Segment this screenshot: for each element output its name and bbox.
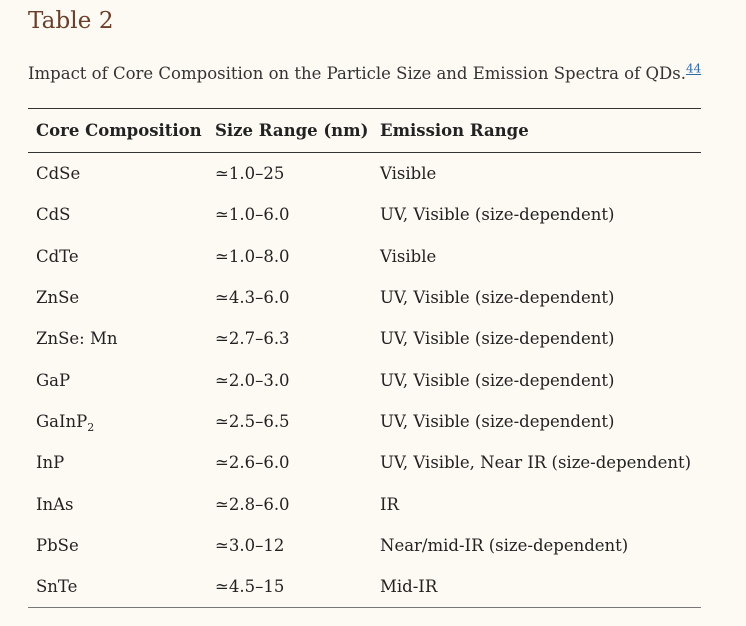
table-row: GaP ≃2.0–3.0 UV, Visible (size-dependent) [28, 359, 701, 400]
table-row: GaInP2 ≃2.5–6.5 UV, Visible (size-dependen… [28, 401, 701, 442]
table-body: CdSe ≃1.0–25 Visible CdS ≃1.0–6.0 UV, Visible… [28, 153, 701, 608]
table-row: InP ≃2.6–6.0 UV, Visible, Near IR (size-de… [28, 442, 701, 483]
table-row: PbSe ≃3.0–12 Near/mid-IR (size-dependent) [28, 525, 701, 566]
header-core-composition: Core Composition [36, 121, 202, 140]
cell-core-composition: GaP [28, 359, 207, 400]
cell-core-composition: CdS [28, 194, 207, 235]
cell-size-range: ≃1.0–8.0 [215, 246, 290, 266]
cell-size-range: ≃1.0–25 [215, 164, 285, 184]
core-name: SnTe [36, 577, 78, 597]
table-row: InAs ≃2.8–6.0 IR [28, 483, 701, 524]
cell-core-composition: CdSe [28, 153, 207, 195]
cell-core-composition: PbSe [28, 525, 207, 566]
cell-size-range: ≃2.0–3.0 [215, 370, 290, 390]
cell-emission-range: UV, Visible, Near IR (size-dependent) [380, 453, 692, 473]
data-table: Core Composition Size Range (nm) Emissio… [28, 108, 701, 608]
table-row: ZnSe: Mn ≃2.7–6.3 UV, Visible (size-depend… [28, 318, 701, 359]
table-caption: Impact of Core Composition on the Partic… [28, 61, 702, 84]
core-subscript: 2 [87, 420, 95, 434]
cell-size-range: ≃4.5–15 [215, 577, 285, 597]
caption-text: Impact of Core Composition on the Partic… [28, 64, 686, 83]
cell-size-range: ≃2.6–6.0 [215, 453, 290, 473]
cell-core-composition: ZnSe: Mn [28, 318, 207, 359]
header-row: Core Composition Size Range (nm) Emissio… [28, 108, 701, 153]
cell-size-range: ≃2.7–6.3 [215, 329, 290, 349]
cell-size-range: ≃3.0–12 [215, 535, 285, 555]
cell-emission-range: Visible [380, 246, 437, 266]
table-row: CdSe ≃1.0–25 Visible [28, 153, 701, 195]
cell-size-range: ≃1.0–6.0 [215, 205, 290, 225]
cell-emission-range: Mid-IR [380, 577, 438, 597]
reference-link[interactable]: 44 [685, 61, 702, 76]
cell-emission-range: Near/mid-IR (size-dependent) [380, 535, 629, 555]
table-label: Table 2 [28, 8, 114, 34]
header-emission-range: Emission Range [380, 121, 529, 140]
cell-emission-range: UV, Visible (size-dependent) [380, 370, 615, 390]
cell-emission-range: Visible [380, 164, 437, 184]
table-row: CdS ≃1.0–6.0 UV, Visible (size-dependent) [28, 194, 701, 235]
core-name: GaInP [36, 411, 88, 431]
core-name: PbSe [36, 535, 79, 555]
cell-emission-range: UV, Visible (size-dependent) [380, 329, 615, 349]
table-row: SnTe ≃4.5–15 Mid-IR [28, 566, 701, 608]
cell-core-composition: InAs [28, 483, 207, 524]
core-name: GaP [36, 370, 71, 390]
cell-emission-range: UV, Visible (size-dependent) [380, 205, 615, 225]
header-size-range: Size Range (nm) [215, 121, 369, 140]
table-row: CdTe ≃1.0–8.0 Visible [28, 236, 701, 277]
cell-core-composition: GaInP2 [28, 401, 207, 442]
cell-emission-range: UV, Visible (size-dependent) [380, 411, 615, 431]
cell-emission-range: UV, Visible (size-dependent) [380, 288, 615, 308]
cell-emission-range: IR [380, 494, 399, 514]
core-name: CdTe [36, 246, 79, 266]
table-row: ZnSe ≃4.3–6.0 UV, Visible (size-dependent) [28, 277, 701, 318]
cell-size-range: ≃4.3–6.0 [215, 288, 290, 308]
cell-core-composition: ZnSe [28, 277, 207, 318]
cell-size-range: ≃2.5–6.5 [215, 411, 290, 431]
core-name: ZnSe [36, 288, 80, 308]
core-name: InAs [36, 494, 74, 514]
cell-core-composition: SnTe [28, 566, 207, 608]
cell-size-range: ≃2.8–6.0 [215, 494, 290, 514]
core-name: CdS [36, 205, 71, 225]
core-name: CdSe [36, 164, 81, 184]
cell-core-composition: InP [28, 442, 207, 483]
core-name: ZnSe: Mn [36, 329, 118, 349]
cell-core-composition: CdTe [28, 236, 207, 277]
core-name: InP [36, 453, 65, 473]
